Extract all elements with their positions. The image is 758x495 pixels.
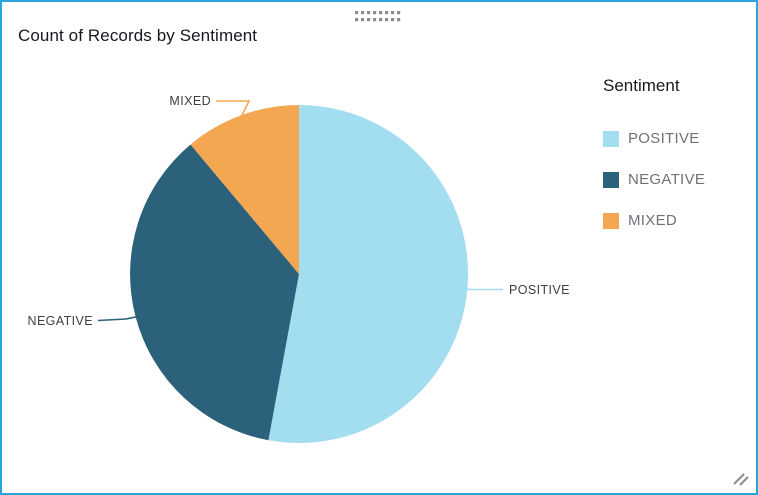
legend-swatch-positive (603, 130, 619, 147)
slice-label-negative: NEGATIVE (28, 314, 93, 328)
slice-label-positive: POSITIVE (509, 283, 570, 297)
legend-label: MIXED (628, 212, 678, 229)
pie-slice-positive[interactable] (268, 105, 469, 444)
drag-handle-icon[interactable] (355, 11, 403, 22)
leader-line-mixed (216, 100, 251, 117)
pie-slice-mixed[interactable] (190, 105, 300, 274)
legend-swatch-negative (603, 171, 619, 188)
visual-title: Count of Records by Sentiment (18, 26, 258, 45)
legend-swatch-mixed (603, 212, 619, 229)
legend-item-negative[interactable]: NEGATIVE (603, 171, 753, 188)
legend-item-mixed[interactable]: MIXED (603, 212, 753, 229)
legend-items: POSITIVE NEGATIVE MIXED (603, 130, 753, 229)
legend-title: Sentiment (603, 76, 680, 95)
legend-label: POSITIVE (628, 130, 700, 147)
pie-slice-negative[interactable] (130, 144, 299, 441)
legend: Sentiment POSITIVE NEGATIVE MIXED (603, 76, 753, 229)
legend-item-positive[interactable]: POSITIVE (603, 130, 753, 147)
legend-label: NEGATIVE (628, 171, 706, 188)
leader-line-negative (97, 316, 137, 322)
slice-label-mixed: MIXED (169, 94, 211, 108)
resize-handle-icon[interactable] (732, 471, 749, 486)
